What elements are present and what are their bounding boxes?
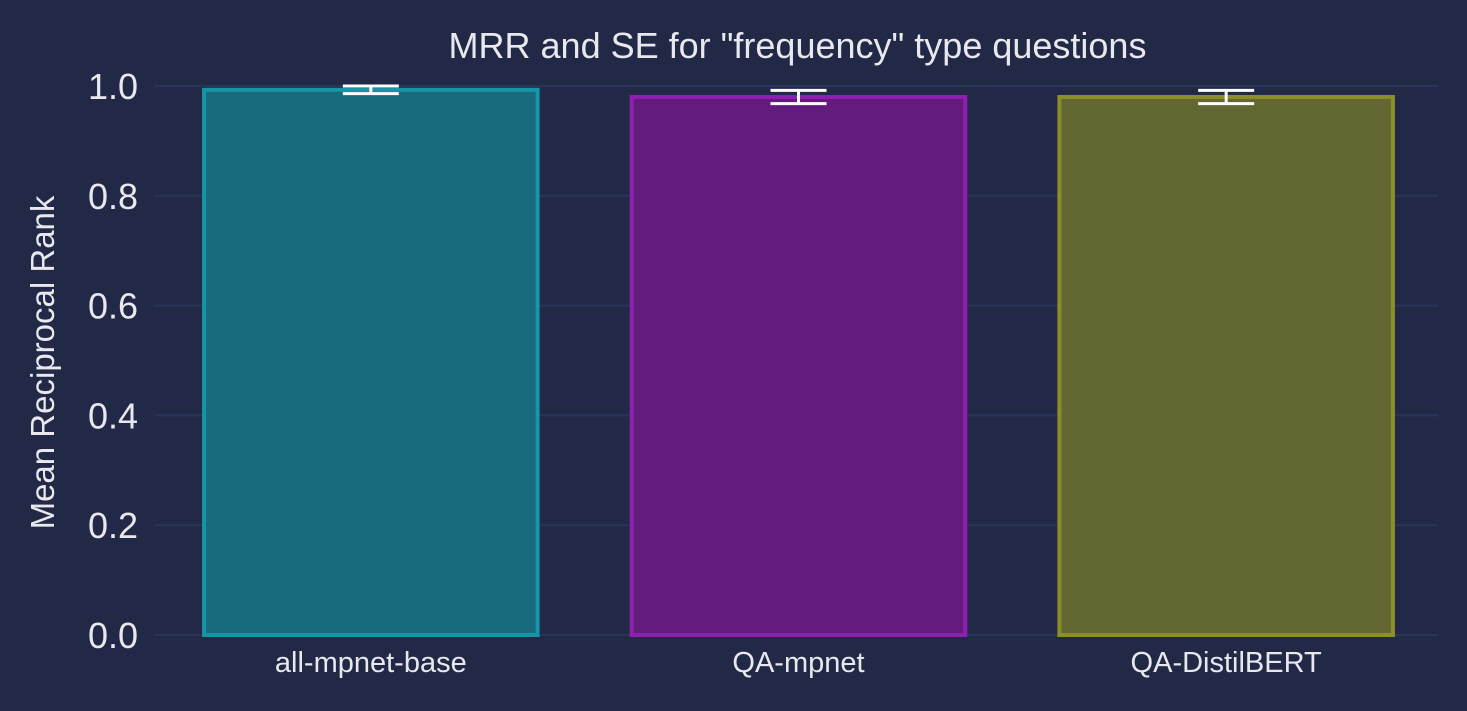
x-tick-label: QA-DistilBERT [1131, 647, 1322, 679]
y-tick-label: 0.8 [88, 176, 138, 217]
bar-all-mpnet-base [202, 87, 540, 637]
y-tick-label: 0.2 [88, 505, 138, 546]
y-tick-label: 0.4 [88, 395, 138, 436]
y-tick-label: 0.0 [88, 615, 138, 656]
bars [202, 87, 1395, 638]
chart-title: MRR and SE for "frequency" type question… [449, 25, 1147, 66]
error-bars [342, 84, 1255, 106]
y-axis-label: Mean Reciprocal Rank [24, 195, 61, 529]
y-tick-labels: 0.0 0.2 0.4 0.6 0.8 1.0 [88, 66, 138, 656]
bar-qa-distilbert [1057, 94, 1395, 638]
x-tick-labels: all-mpnet-base QA-mpnet QA-DistilBERT [275, 647, 1322, 679]
y-tick-label: 1.0 [88, 66, 138, 107]
bar-qa-mpnet [629, 94, 968, 638]
y-tick-label: 0.6 [88, 286, 138, 327]
x-tick-label: all-mpnet-base [275, 647, 467, 679]
x-tick-label: QA-mpnet [732, 647, 864, 679]
